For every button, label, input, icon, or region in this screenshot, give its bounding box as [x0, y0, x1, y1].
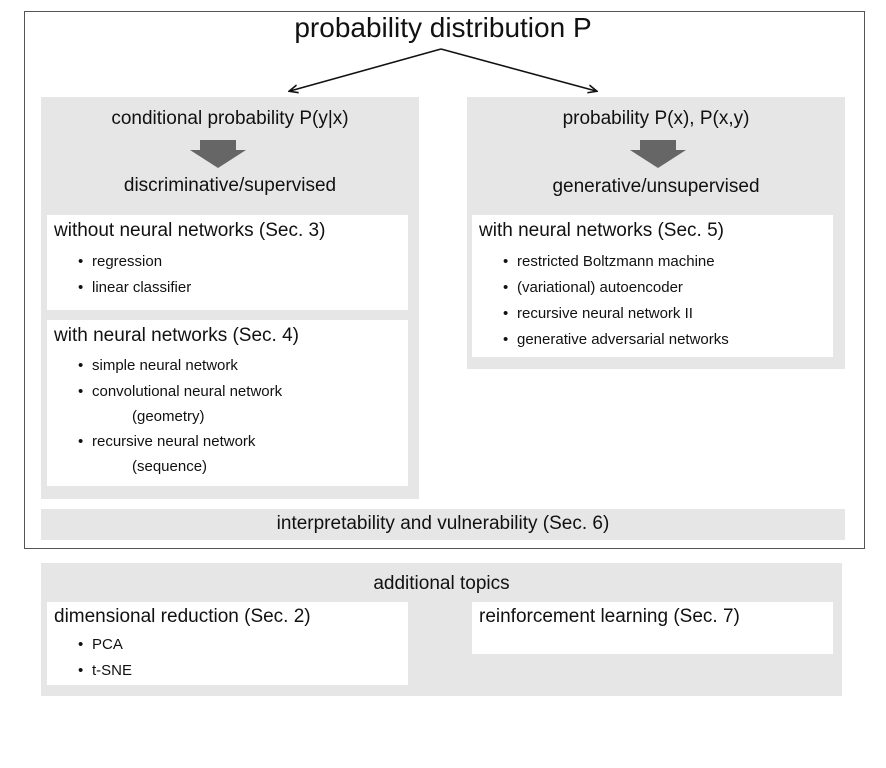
list-item: recursive neural network [78, 429, 282, 455]
list-item: recursive neural network II [503, 301, 729, 327]
list-item: simple neural network [78, 353, 282, 379]
arrow-to-right [440, 48, 596, 91]
list-item: restricted Boltzmann machine [503, 249, 729, 275]
box-with-nn-generative: with neural networks (Sec. 5) restricted… [472, 215, 833, 357]
right-header: probability P(x), P(x,y) [562, 108, 750, 129]
list-item: generative adversarial networks [503, 327, 729, 353]
left-down-arrow-icon [190, 140, 246, 168]
list-item: t-SNE [78, 658, 132, 684]
box-with-nn-supervised-list: simple neural network convolutional neur… [78, 353, 282, 479]
list-item: regression [78, 249, 191, 275]
list-item: PCA [78, 632, 132, 658]
box-dimensional-reduction-list: PCA t-SNE [78, 632, 132, 684]
box-without-nn: without neural networks (Sec. 3) regress… [47, 215, 408, 310]
box-with-nn-generative-list: restricted Boltzmann machine (variationa… [503, 249, 729, 353]
list-item-note: (sequence) [132, 458, 208, 475]
branch-arrows [0, 48, 886, 110]
box-dimensional-reduction: dimensional reduction (Sec. 2) PCA t-SNE [47, 602, 408, 685]
left-header: conditional probability P(y|x) [111, 108, 349, 129]
list-item: linear classifier [78, 275, 191, 301]
interpretability-bar: interpretability and vulnerability (Sec.… [41, 509, 845, 540]
box-with-nn-supervised-title: with neural networks (Sec. 4) [54, 325, 299, 346]
additional-topics-title: additional topics [373, 573, 510, 594]
list-item-note: (geometry) [132, 408, 205, 425]
box-reinforcement-learning: reinforcement learning (Sec. 7) [472, 602, 833, 654]
main-frame [24, 11, 865, 549]
list-item: convolutional neural network [78, 379, 282, 405]
box-with-nn-supervised: with neural networks (Sec. 4) simple neu… [47, 320, 408, 486]
arrow-to-left [290, 48, 442, 91]
diagram-title: probability distribution P [294, 12, 592, 43]
box-reinforcement-learning-title: reinforcement learning (Sec. 7) [479, 606, 740, 627]
box-with-nn-generative-title: with neural networks (Sec. 5) [479, 220, 724, 241]
left-subheader: discriminative/supervised [123, 175, 337, 196]
right-down-arrow-icon [630, 140, 686, 168]
box-dimensional-reduction-title: dimensional reduction (Sec. 2) [54, 606, 311, 627]
box-without-nn-title: without neural networks (Sec. 3) [54, 220, 326, 241]
right-subheader: generative/unsupervised [552, 176, 760, 197]
box-without-nn-list: regression linear classifier [78, 249, 191, 301]
list-item: (variational) autoencoder [503, 275, 729, 301]
